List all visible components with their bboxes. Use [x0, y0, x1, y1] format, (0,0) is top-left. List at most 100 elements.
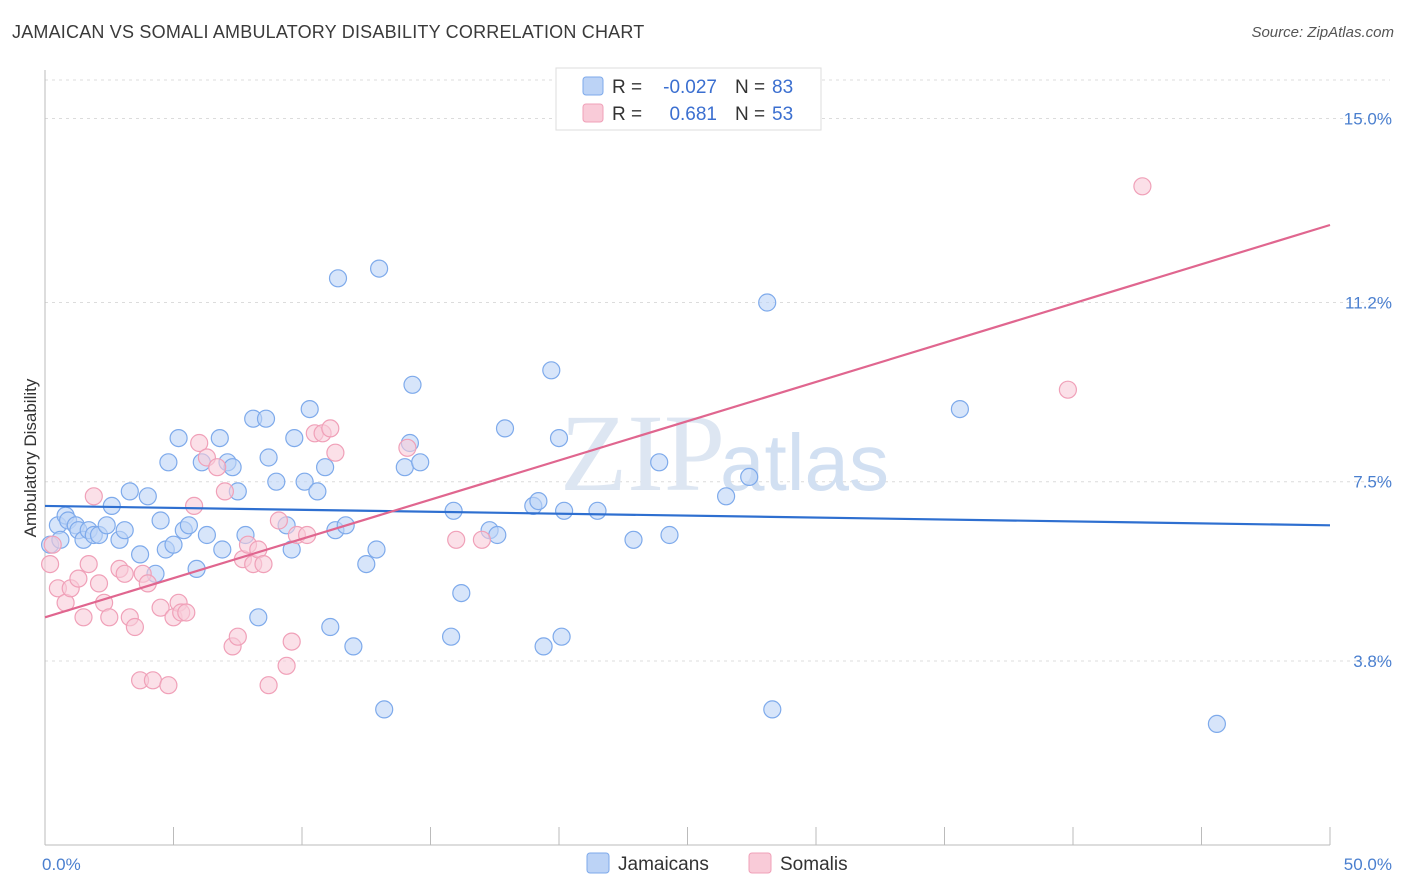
data-point-jamaicans [223, 458, 242, 477]
trend-line-somalis [44, 223, 1331, 619]
data-point-jamaicans [740, 467, 759, 486]
data-point-jamaicans [300, 400, 319, 419]
data-point-jamaicans [308, 482, 327, 501]
data-point-jamaicans [285, 429, 304, 448]
data-point-jamaicans [495, 419, 515, 438]
data-point-jamaicans [120, 482, 139, 501]
data-point-jamaicans [542, 361, 561, 380]
data-point-jamaicans [259, 448, 278, 467]
data-point-somalis [115, 564, 134, 583]
legend-n-label-0: N = [735, 77, 765, 98]
data-point-somalis [177, 603, 196, 622]
data-point-jamaicans [151, 511, 170, 530]
data-point-jamaicans [357, 554, 376, 574]
data-point-jamaicans [210, 429, 229, 448]
data-point-jamaicans [660, 525, 679, 545]
data-point-jamaicans [758, 293, 777, 312]
data-point-jamaicans [256, 409, 276, 428]
y-tick-label: 7.5% [1353, 473, 1392, 492]
y-tick-label: 15.0% [1344, 109, 1392, 128]
data-point-somalis [84, 487, 103, 506]
data-point-somalis [190, 433, 209, 453]
data-point-jamaicans [534, 637, 553, 656]
data-point-somalis [74, 608, 93, 627]
bottom-legend-swatch-somalis [748, 852, 772, 874]
x-tick-label-min: 0.0% [42, 855, 81, 874]
data-point-jamaicans [549, 429, 569, 448]
data-point-somalis [254, 554, 273, 574]
y-tick-labels: 3.8% 7.5% 11.2% 15.0% [1344, 109, 1392, 671]
watermark-atlas: atlas [720, 418, 889, 507]
data-point-jamaicans [442, 627, 461, 646]
data-point-somalis [472, 530, 491, 549]
data-point-jamaicans [249, 608, 268, 627]
data-point-somalis [69, 569, 88, 588]
data-point-jamaicans [159, 453, 178, 472]
data-point-jamaicans [115, 521, 134, 540]
data-point-jamaicans [164, 535, 183, 554]
legend-r-value-1: 0.681 [669, 104, 717, 125]
legend-r-value-0: -0.027 [663, 77, 717, 98]
data-point-somalis [89, 574, 109, 593]
data-point-somalis [159, 676, 178, 695]
bottom-legend-somalis: Somalis [780, 854, 848, 875]
data-point-jamaicans [488, 525, 507, 545]
y-tick-label: 11.2% [1345, 294, 1392, 313]
data-point-jamaicans [316, 458, 335, 477]
data-point-jamaicans [328, 269, 348, 288]
data-point-somalis [215, 482, 234, 501]
data-point-somalis [208, 458, 227, 477]
data-point-jamaicans [267, 472, 286, 491]
series-jamaicans [40, 259, 1227, 734]
data-point-somalis [269, 511, 288, 530]
legend-box: R = -0.027 N = 83 R = 0.681 N = 53 [555, 67, 822, 131]
data-point-jamaicans [529, 492, 548, 511]
y-tick-label: 3.8% [1353, 652, 1392, 671]
legend-r-label-1: R = [612, 104, 642, 125]
data-point-somalis [282, 632, 301, 651]
data-point-jamaicans [295, 472, 314, 491]
data-point-somalis [447, 530, 466, 549]
data-point-somalis [277, 656, 296, 675]
trend-lines [44, 223, 1331, 619]
data-point-somalis [143, 671, 162, 690]
legend-r-label-0: R = [612, 77, 642, 98]
legend-swatch-somalis [582, 103, 604, 123]
bottom-legend-swatch-jamaicans [586, 852, 610, 874]
data-point-jamaicans [213, 540, 232, 559]
data-point-somalis [79, 554, 98, 574]
data-point-jamaicans [950, 400, 970, 419]
data-point-jamaicans [367, 540, 386, 559]
data-point-somalis [40, 554, 60, 574]
data-point-jamaicans [411, 453, 430, 472]
data-point-jamaicans [554, 501, 574, 520]
data-point-jamaicans [169, 429, 188, 448]
data-point-somalis [151, 598, 170, 617]
y-axis-label: Ambulatory Disability [21, 378, 40, 537]
data-point-somalis [125, 617, 144, 637]
data-point-somalis [185, 496, 204, 515]
data-point-jamaicans [588, 501, 607, 520]
gridlines [45, 79, 1390, 662]
data-point-somalis [43, 535, 62, 554]
trend-line-jamaicans [44, 504, 1331, 527]
data-point-jamaicans [97, 516, 116, 535]
data-point-jamaicans [197, 525, 216, 545]
x-ticks [44, 827, 1331, 845]
chart-title: JAMAICAN VS SOMALI AMBULATORY DISABILITY… [12, 22, 645, 42]
data-point-jamaicans [624, 530, 643, 549]
data-point-jamaicans [1207, 714, 1227, 734]
data-point-jamaicans [138, 487, 157, 506]
data-point-jamaicans [395, 458, 414, 477]
source-label: Source: ZipAtlas.com [1251, 24, 1394, 41]
data-point-jamaicans [452, 583, 471, 603]
data-point-somalis [1058, 380, 1078, 399]
data-point-jamaicans [321, 617, 340, 637]
data-point-jamaicans [763, 700, 782, 719]
legend-n-label-1: N = [735, 104, 765, 125]
data-point-somalis [100, 608, 119, 627]
data-point-jamaicans [552, 627, 571, 646]
data-point-jamaicans [344, 637, 363, 656]
bottom-legend-jamaicans: Jamaicans [618, 854, 709, 875]
